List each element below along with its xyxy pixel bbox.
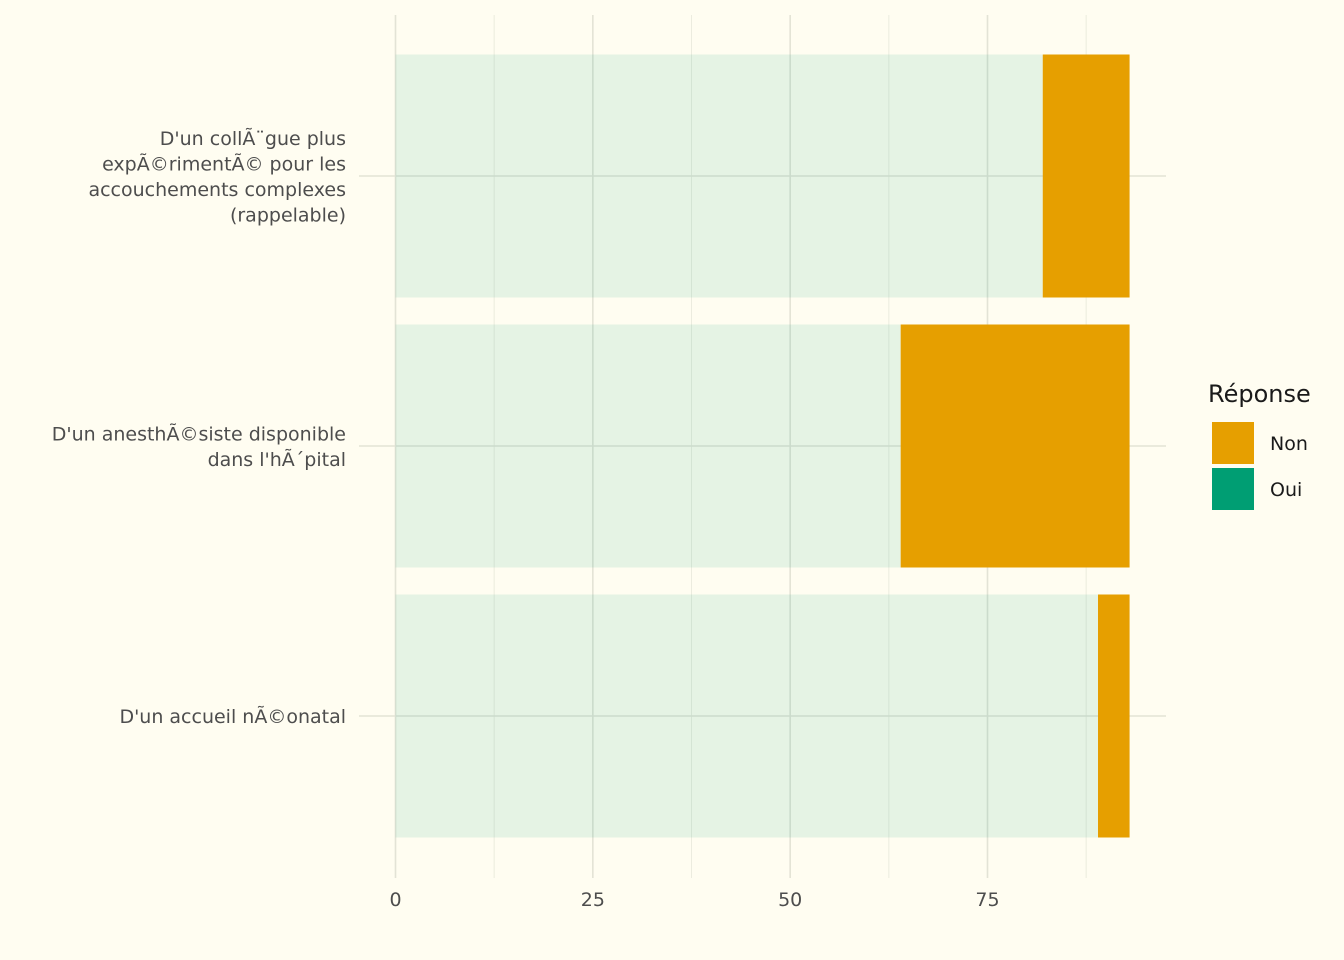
y-axis-categories: D'un collÃ¨gue plus expÃ©rimentÃ© pour le… [52,127,346,728]
legend-label-oui: Oui [1270,479,1302,501]
bar-non-0 [1042,54,1130,298]
bar-non-1 [900,324,1130,568]
category-label: D'un anesthÃ©siste disponible dans l'hÃ´p… [52,422,346,471]
legend: Réponse Non Oui [1208,380,1311,510]
bar-oui-0 [395,54,1043,298]
legend-label-non: Non [1270,433,1308,455]
x-tick-label: 75 [975,889,999,911]
bar-oui-1 [395,324,901,568]
x-tick-label: 0 [389,889,401,911]
legend-title: Réponse [1208,380,1311,408]
category-label: D'un accueil nÃ©onatal [119,705,346,728]
x-tick-label: 25 [581,889,605,911]
bar-non-2 [1098,594,1130,838]
legend-key-non [1212,422,1254,464]
category-label: D'un collÃ¨gue plus expÃ©rimentÃ© pour le… [88,127,346,227]
bars [395,54,1130,838]
bar-oui-2 [395,594,1099,838]
legend-key-oui [1212,468,1254,510]
x-tick-label: 50 [778,889,802,911]
x-axis-ticks: 0 25 50 75 [389,889,999,911]
